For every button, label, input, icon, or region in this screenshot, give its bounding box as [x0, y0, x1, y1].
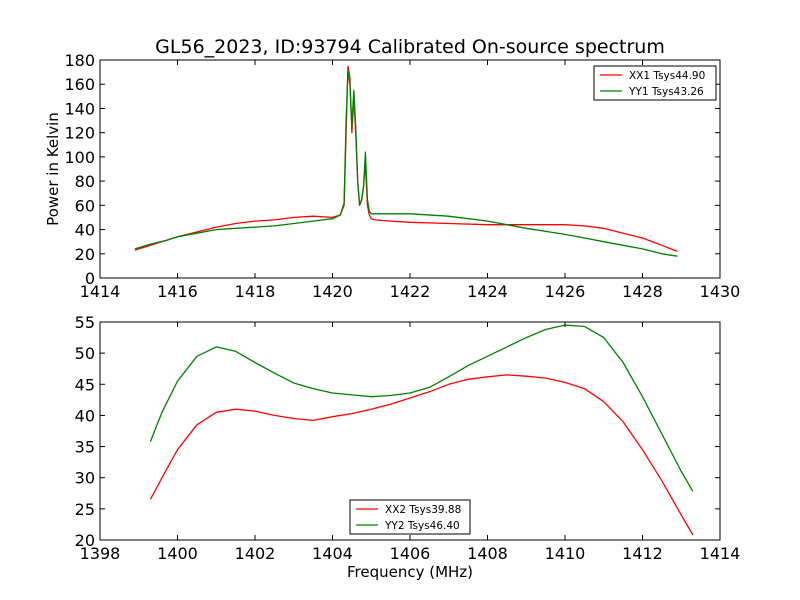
y-tick-label: 40 [75, 406, 95, 425]
x-tick-label: 1422 [390, 282, 431, 301]
y-tick-label: 20 [75, 531, 95, 550]
y-tick-label: 30 [75, 469, 95, 488]
series-line-1-2 [134, 69, 678, 257]
x-tick-label: 1426 [545, 282, 586, 301]
series-line-2-2 [149, 324, 694, 492]
top-spectrum-panel: 1414 1416 1418 1420 1422 1424 1426 1428 1430 0 20 4… [44, 51, 740, 301]
x-tick-label: 1416 [157, 282, 198, 301]
x-tick-label: 1418 [235, 282, 276, 301]
legend-label: XX1 Tsys44.90 [629, 70, 705, 82]
legend-label: YY1 Tsys43.26 [628, 86, 704, 98]
y-tick-label: 45 [75, 375, 95, 394]
x-tick-label: 1400 [157, 544, 198, 563]
y-tick-label: 180 [64, 51, 95, 70]
y-tick-label: 80 [75, 172, 95, 191]
y-tick-label: 55 [75, 313, 95, 332]
y-tick-label: 120 [64, 124, 95, 143]
x-tick-label: 1410 [545, 544, 586, 563]
x-tick-label: 1414 [700, 544, 741, 563]
x-tick-label: 1430 [700, 282, 741, 301]
legend: XX2 Tsys39.88 YY2 Tsys46.40 [349, 499, 471, 535]
x-axis-label: Frequency (MHz) [347, 563, 473, 581]
x-tick-label: 1424 [467, 282, 508, 301]
figure-title: GL56_2023, ID:93794 Calibrated On-source… [155, 36, 665, 58]
legend: XX1 Tsys44.90 YY1 Tsys43.26 [593, 65, 717, 101]
series-line-2-1 [149, 374, 694, 536]
bottom-spectrum-panel: 1398 1400 1402 1404 1406 1408 1410 1412 1414 20 25… [75, 313, 741, 581]
x-tick-label: 1420 [312, 282, 353, 301]
x-tick-label: 1402 [235, 544, 276, 563]
x-tick-label: 1414 [80, 282, 121, 301]
y-tick-label: 40 [75, 221, 95, 240]
y-tick-label: 160 [64, 75, 95, 94]
legend-box [349, 499, 471, 535]
y-axis-label: Power in Kelvin [44, 112, 62, 226]
y-tick-label: 100 [64, 148, 95, 167]
x-tick-label: 1406 [390, 544, 431, 563]
legend-label: YY2 Tsys46.40 [384, 520, 460, 532]
legend-box [593, 65, 717, 101]
x-tick-label: 1404 [312, 544, 353, 563]
x-tick-label: 1412 [622, 544, 663, 563]
y-tick-label: 25 [75, 500, 95, 519]
x-tick-label: 1398 [80, 544, 121, 563]
y-tick-label: 35 [75, 438, 95, 457]
y-tick-label: 140 [64, 99, 95, 118]
legend-label: XX2 Tsys39.88 [385, 504, 461, 516]
x-tick-label: 1428 [622, 282, 663, 301]
x-tick-label: 1408 [467, 544, 508, 563]
y-tick-label: 0 [85, 269, 95, 288]
y-tick-label: 50 [75, 344, 95, 363]
y-tick-label: 60 [75, 196, 95, 215]
y-tick-label: 20 [75, 245, 95, 264]
